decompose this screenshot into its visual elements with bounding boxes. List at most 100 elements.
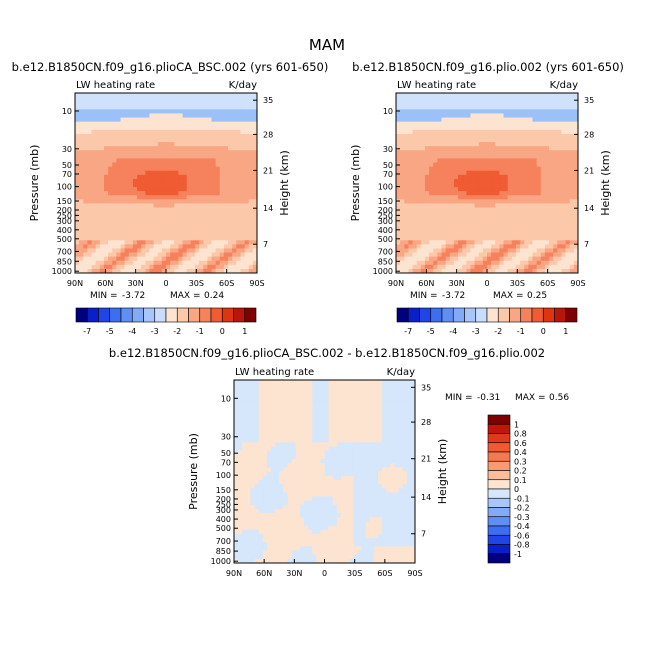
- panel2-cell: [503, 146, 509, 151]
- panel1-cell: [124, 154, 130, 159]
- panel2-cell: [404, 109, 409, 114]
- panel1-cell: [112, 183, 117, 188]
- panel2-cell: [482, 178, 488, 184]
- panel2-cell: [400, 203, 405, 208]
- panel3-cell: [242, 380, 247, 385]
- panel1-cell: [252, 133, 258, 139]
- panel2-cell: [487, 236, 492, 241]
- panel2-cell: [532, 268, 538, 274]
- panel1-cell: [75, 211, 80, 217]
- panel1-cell: [199, 129, 204, 135]
- panel2-cell: [520, 232, 525, 237]
- panel1-cell: [186, 166, 192, 172]
- panel1-cell: [112, 125, 117, 131]
- panel1-cell: [120, 174, 126, 180]
- panel1-cell: [128, 121, 134, 127]
- panel3-cell: [361, 450, 367, 456]
- panel2-cell: [511, 260, 517, 266]
- panel2-cell: [437, 133, 442, 139]
- panel3-cell: [336, 417, 342, 422]
- panel3-cell: [299, 463, 305, 468]
- panel3-cell: [349, 396, 354, 402]
- panel2-cell: [528, 178, 533, 184]
- panel3-cell: [308, 417, 313, 422]
- panel2-cell: [437, 240, 442, 245]
- panel2-cell: [528, 170, 533, 176]
- panel1-cell: [166, 125, 171, 131]
- panel1-cell: [149, 105, 154, 110]
- panel2-cell: [515, 121, 521, 127]
- panel2-cell: [416, 187, 422, 192]
- panel2-cell: [466, 256, 471, 262]
- panel1-cell: [137, 260, 142, 266]
- panel2-cell: [478, 125, 484, 131]
- panel1-cell: [174, 268, 179, 274]
- panel2-cell: [549, 199, 554, 204]
- panel1-cell: [228, 183, 233, 188]
- panel2-cell: [544, 232, 550, 237]
- panel3-cell: [394, 413, 399, 418]
- panel1-cell: [174, 138, 179, 143]
- panel2-cell: [524, 268, 529, 274]
- panel3-cell: [373, 417, 379, 422]
- panel2-cell: [470, 207, 475, 213]
- panel1-cell: [194, 125, 200, 131]
- panel1-cell: [182, 162, 188, 168]
- panel1-cell: [83, 268, 88, 274]
- panel1-cell: [128, 256, 134, 262]
- panel1-cell: [182, 121, 188, 127]
- panel1-cell: [112, 146, 117, 151]
- panel2-cell: [482, 129, 488, 135]
- panel1-cell: [203, 142, 208, 147]
- panel1-cell: [207, 191, 212, 196]
- panel2-cell: [400, 183, 405, 188]
- panel2-cell: [437, 219, 442, 225]
- panel2-cell: [532, 244, 538, 249]
- panel2-cell: [503, 248, 509, 253]
- panel1-cell: [232, 162, 237, 168]
- panel2-cell: [491, 183, 496, 188]
- panel2-cell: [536, 268, 542, 274]
- panel1-cell: [157, 199, 163, 204]
- panel1-cell: [170, 252, 175, 258]
- panel1-cell: [232, 146, 237, 151]
- panel1-cell: [178, 223, 183, 229]
- panel3-cell: [275, 392, 280, 398]
- panel3-cell: [361, 434, 367, 439]
- panel2-cell: [416, 146, 422, 151]
- panel1-cell: [211, 268, 217, 274]
- panel1-cell: [128, 113, 134, 118]
- panel2-cell: [470, 248, 475, 253]
- panel1-cell: [170, 166, 175, 172]
- panel2-cell: [400, 170, 405, 176]
- panel1-cell: [228, 223, 233, 229]
- panel1-cell: [219, 248, 225, 253]
- panel1-cell: [223, 174, 229, 180]
- panel1-cell: [124, 138, 130, 143]
- panel1-cell: [228, 178, 233, 184]
- panel2-cell: [445, 97, 451, 102]
- panel3-cell: [250, 429, 255, 435]
- panel2-cell: [412, 232, 418, 237]
- panel3-cell: [295, 467, 301, 472]
- panel3-cell: [324, 404, 330, 410]
- panel1-cell: [215, 97, 221, 102]
- panel2-cell: [404, 178, 409, 184]
- panel3-cell: [262, 459, 268, 464]
- panel1-htick-label: 21: [263, 166, 273, 175]
- panel2-cell: [511, 248, 517, 253]
- panel2-cell: [412, 121, 418, 127]
- panel2-cell: [487, 191, 492, 196]
- panel2-cell: [540, 207, 546, 213]
- panel3-cell: [312, 446, 317, 452]
- panel1-cell: [166, 129, 171, 135]
- panel1-cell: [215, 101, 221, 106]
- panel2-cell: [478, 129, 484, 135]
- panel2-cell: [441, 191, 447, 196]
- panel1-cell: [103, 129, 109, 135]
- panel2-cell: [433, 166, 438, 172]
- panel3-cell: [250, 384, 255, 389]
- panel1-ytick-label: 500: [57, 235, 72, 244]
- panel1-cell: [124, 228, 130, 233]
- panel1-cell: [157, 146, 163, 151]
